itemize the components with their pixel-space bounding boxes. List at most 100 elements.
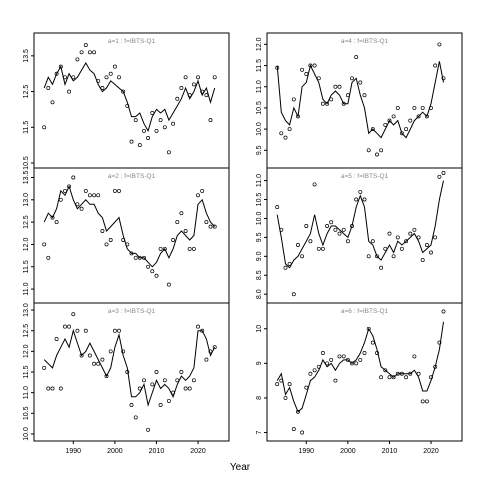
observation-point xyxy=(395,235,400,240)
y-tick-label: 11.5 xyxy=(23,121,30,134)
observation-point xyxy=(312,63,317,68)
x-tick-label: 2000 xyxy=(340,448,356,455)
observation-point xyxy=(187,93,192,98)
observation-point xyxy=(283,395,288,400)
observation-point xyxy=(358,357,363,362)
observation-point xyxy=(341,227,346,232)
observation-point xyxy=(212,75,217,80)
observation-point xyxy=(54,337,59,341)
panel-frame xyxy=(33,302,230,442)
observation-point xyxy=(129,251,134,256)
observation-point xyxy=(212,345,217,350)
observation-point xyxy=(395,371,400,376)
observation-point xyxy=(179,370,184,374)
observation-point xyxy=(117,328,121,333)
observation-point xyxy=(312,368,317,373)
x-tick-label: 2020 xyxy=(423,448,439,455)
observation-point xyxy=(424,114,429,119)
y-tick-label: 9.5 xyxy=(256,232,263,242)
observation-point xyxy=(408,231,413,236)
observation-point xyxy=(87,353,92,358)
observation-point xyxy=(67,184,72,189)
observation-point xyxy=(108,71,113,76)
observation-point xyxy=(166,282,171,287)
observation-point xyxy=(358,189,363,194)
observation-point xyxy=(300,67,305,72)
observation-point xyxy=(304,224,309,228)
observation-point xyxy=(354,197,359,202)
x-tick-label: 2010 xyxy=(149,448,165,455)
observation-point xyxy=(100,357,105,362)
x-tick-label: 2020 xyxy=(190,448,206,455)
y-tick-label: 10.0 xyxy=(23,427,30,441)
observation-point xyxy=(350,361,354,366)
observation-point xyxy=(383,246,388,251)
observation-point xyxy=(279,131,284,136)
observation-point xyxy=(408,118,413,123)
observation-point xyxy=(345,357,350,362)
y-tick-label: 12.0 xyxy=(256,37,263,51)
observation-point xyxy=(287,127,292,132)
observation-point xyxy=(283,265,288,270)
observation-point xyxy=(79,50,84,55)
observation-point xyxy=(96,78,101,83)
y-tick-label: 8 xyxy=(256,396,263,400)
observation-point xyxy=(304,72,309,76)
y-tick-label: 13.0 xyxy=(23,303,30,317)
observation-point xyxy=(341,354,346,359)
observation-point xyxy=(366,254,371,259)
observation-point xyxy=(187,246,192,251)
observation-point xyxy=(100,229,105,233)
observation-point xyxy=(287,261,292,266)
panel-frame xyxy=(266,32,463,169)
observation-point xyxy=(375,254,379,259)
observation-point xyxy=(412,227,417,232)
y-tick-label: 8.0 xyxy=(256,289,263,299)
observation-point xyxy=(345,93,350,98)
observation-point xyxy=(42,365,47,370)
observation-point xyxy=(175,96,180,101)
observation-point xyxy=(337,354,342,359)
observation-point xyxy=(441,76,446,81)
observation-point xyxy=(354,55,359,60)
observation-point xyxy=(117,75,121,80)
observation-point xyxy=(383,368,388,373)
observation-point xyxy=(437,340,442,345)
observation-point xyxy=(79,353,84,358)
y-tick-label: 11.0 xyxy=(23,282,30,295)
observation-point xyxy=(329,357,334,362)
observation-point xyxy=(58,386,63,391)
observation-point xyxy=(96,361,101,366)
observation-point xyxy=(337,231,342,236)
observation-point xyxy=(329,97,334,102)
y-tick-label: 12.0 xyxy=(23,238,30,252)
observation-point xyxy=(399,371,404,376)
observation-point xyxy=(437,174,442,179)
observation-point xyxy=(63,188,67,193)
observation-point xyxy=(146,427,151,432)
observation-point xyxy=(121,238,126,242)
observation-point xyxy=(92,361,97,366)
observation-point xyxy=(316,76,321,81)
observation-point xyxy=(83,328,88,333)
observation-point xyxy=(300,254,305,259)
observation-point xyxy=(171,121,176,126)
observation-point xyxy=(391,375,396,380)
observation-point xyxy=(50,386,55,391)
observation-point xyxy=(404,127,409,132)
panel-1: a=1 : f=IBTS-Q1 10.5 11.5 12.5 13.5 xyxy=(23,32,230,170)
observation-point xyxy=(345,239,350,244)
observation-point xyxy=(275,382,280,387)
observation-point xyxy=(171,238,176,242)
x-axis-label: Year xyxy=(230,462,251,473)
observation-point xyxy=(366,326,371,331)
observation-point xyxy=(350,224,354,228)
y-tick-label: 7 xyxy=(256,430,263,434)
y-tick-label: 11.5 xyxy=(23,260,30,273)
observation-point xyxy=(312,182,317,187)
y-tick-label: 12.5 xyxy=(23,85,30,99)
observation-point xyxy=(320,246,325,251)
observation-point xyxy=(121,89,126,94)
observation-point xyxy=(125,370,130,374)
observation-point xyxy=(316,246,321,251)
